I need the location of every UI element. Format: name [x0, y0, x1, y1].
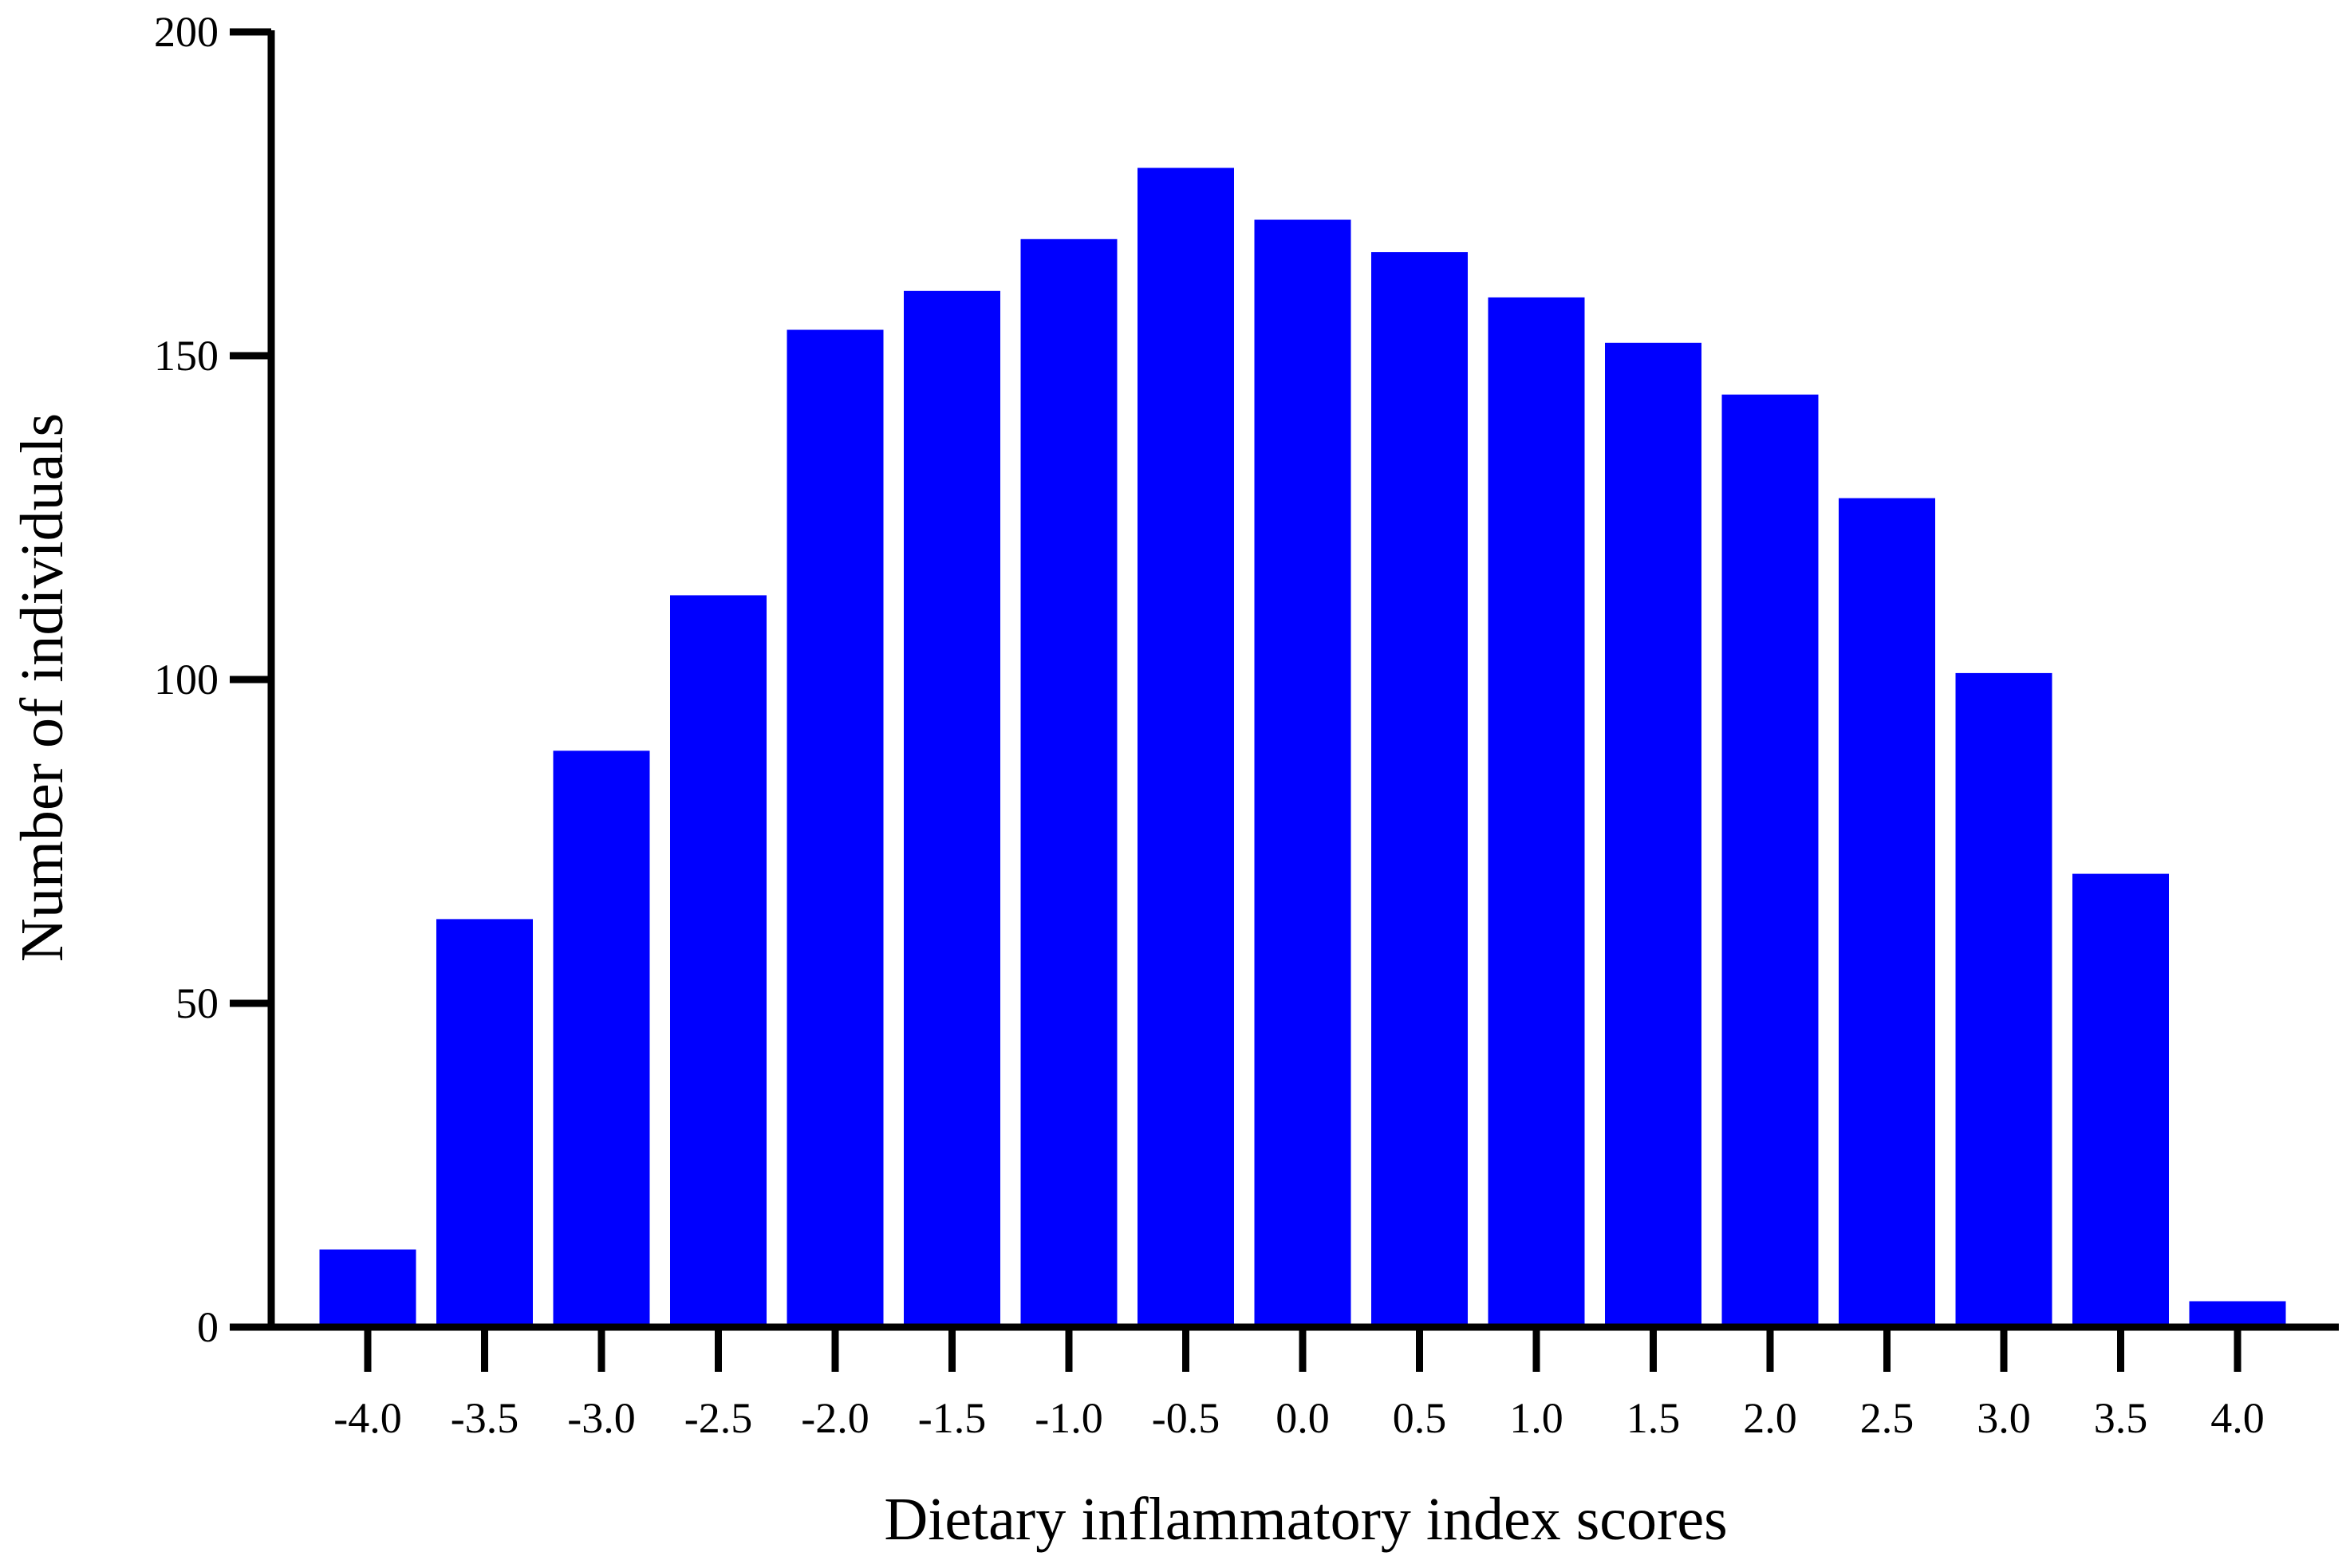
- x-tick-label: -1.0: [1035, 1394, 1102, 1442]
- x-tick-label: -2.5: [684, 1394, 752, 1442]
- y-tick-label: 0: [197, 1303, 219, 1351]
- bar-3.5: [2072, 873, 2169, 1327]
- bar-1.0: [1488, 297, 1585, 1327]
- bar-3.0: [1955, 672, 2052, 1327]
- x-tick-label: -0.5: [1152, 1394, 1220, 1442]
- bar--2.0: [787, 329, 884, 1327]
- x-tick-label: 4.0: [2210, 1394, 2265, 1442]
- y-ticks-group: 0 50 100 150 200: [154, 8, 271, 1351]
- y-axis-title: Number of individuals: [9, 413, 76, 962]
- x-tick-label: -1.5: [918, 1394, 986, 1442]
- x-tick-label: -3.5: [451, 1394, 518, 1442]
- x-tick-label: 1.5: [1626, 1394, 1681, 1442]
- bars-group: [319, 167, 2286, 1328]
- x-tick-label: -4.0: [333, 1394, 401, 1442]
- bar--1.0: [1020, 238, 1118, 1327]
- bar-2.5: [1839, 498, 1935, 1327]
- x-tick-label: 1.0: [1509, 1394, 1563, 1442]
- bar-4.0: [2189, 1301, 2286, 1327]
- x-tick-label: -2.0: [801, 1394, 869, 1442]
- bar-2.0: [1721, 394, 1819, 1328]
- x-tick-label: 0.5: [1393, 1394, 1447, 1442]
- bar--2.5: [670, 595, 767, 1327]
- bar--1.5: [904, 290, 1000, 1327]
- x-axis-title: Dietary inflammatory index scores: [884, 1486, 1727, 1553]
- x-ticks-group: -4.0 -3.5 -3.0 -2.5 -2.0 -1.5 -1.0 -0.5 0.0 0.5 1.…: [333, 1327, 2265, 1442]
- bar--3.0: [553, 751, 650, 1327]
- y-tick-label: 50: [175, 979, 219, 1027]
- x-tick-label: 2.5: [1860, 1394, 1914, 1442]
- bar--3.5: [436, 919, 533, 1327]
- x-tick-label: 2.0: [1743, 1394, 1797, 1442]
- x-tick-label: 0.0: [1276, 1394, 1330, 1442]
- x-tick-label: 3.5: [2094, 1394, 2148, 1442]
- y-tick-label: 150: [154, 332, 219, 380]
- y-tick-label: 100: [154, 656, 219, 703]
- x-tick-label: -3.0: [567, 1394, 635, 1442]
- bar--0.5: [1138, 167, 1234, 1327]
- bar--4.0: [319, 1249, 416, 1327]
- bar-1.5: [1605, 342, 1701, 1327]
- bar-0.5: [1371, 252, 1468, 1328]
- x-tick-label: 3.0: [1977, 1394, 2031, 1442]
- bar-0.0: [1254, 219, 1351, 1327]
- y-tick-label: 200: [154, 8, 219, 56]
